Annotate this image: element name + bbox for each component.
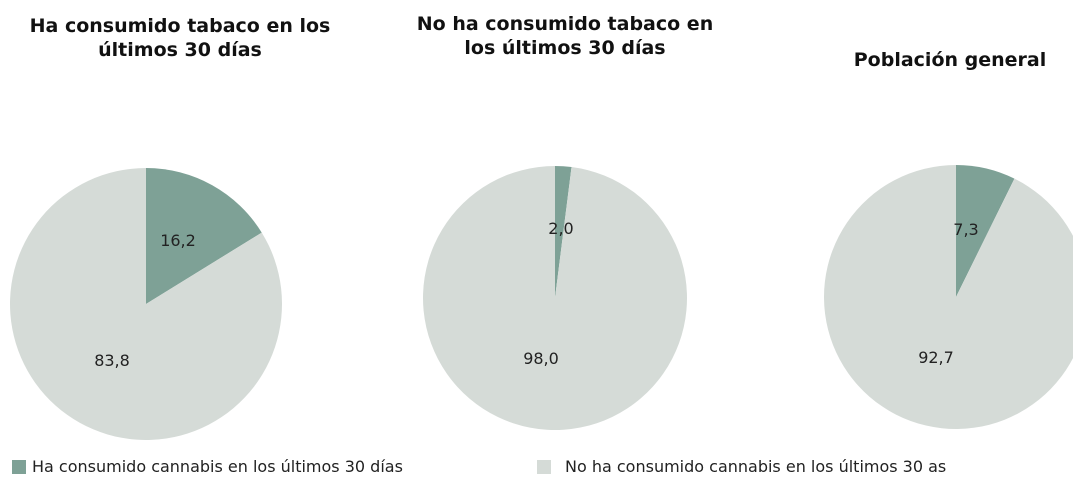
pie-1-slice-cannabis-yes xyxy=(146,168,262,304)
chart-title-poblacion-text: Población general xyxy=(853,49,1047,71)
pie-1-data-label-cannabis-no: 83,8 xyxy=(94,351,130,370)
legend-label-cannabis-yes: Ha consumido cannabis en los últimos 30 … xyxy=(32,457,403,476)
pie-3-slice-cannabis-yes xyxy=(956,165,1015,297)
pie-1: 16,2 83,8 xyxy=(10,168,283,440)
pie-2-slice-cannabis-no xyxy=(422,166,687,431)
pie-2: 2,0 98,0 xyxy=(422,166,687,431)
pie-3-data-label-cannabis-no: 92,7 xyxy=(918,348,954,367)
pie-3-slice-cannabis-no xyxy=(824,165,1073,429)
pie-2-slice-cannabis-yes xyxy=(555,166,572,298)
legend-item-cannabis-yes: Ha consumido cannabis en los últimos 30 … xyxy=(12,457,403,476)
legend-item-cannabis-no: No ha consumido cannabis en los últimos … xyxy=(537,457,946,476)
legend-label-cannabis-no: No ha consumido cannabis en los últimos … xyxy=(565,457,947,476)
pie-1-slice-cannabis-no xyxy=(10,168,283,440)
pie-1-data-label-cannabis-yes: 16,2 xyxy=(160,231,196,250)
legend-swatch-cannabis-no xyxy=(537,459,551,474)
chart-title-tabaco-si: Ha consumido tabaco en los últimos 30 dí… xyxy=(10,14,350,62)
chart-title-tabaco-no: No ha consumido tabaco en los últimos 30… xyxy=(415,12,715,60)
pie-3-data-label-cannabis-yes: 7,3 xyxy=(953,220,978,239)
pie-2-data-label-cannabis-no: 98,0 xyxy=(523,349,559,368)
legend-swatch-cannabis-yes xyxy=(12,459,26,474)
pie-3: 7,3 92,7 xyxy=(824,165,1073,429)
pie-2-data-label-cannabis-yes: 2,0 xyxy=(548,219,573,238)
chart-title-tabaco-si-text: Ha consumido tabaco en los últimos 30 dí… xyxy=(29,15,331,61)
chart-title-poblacion: Población general xyxy=(830,48,1070,72)
chart-title-tabaco-no-text: No ha consumido tabaco en los últimos 30… xyxy=(416,13,714,59)
